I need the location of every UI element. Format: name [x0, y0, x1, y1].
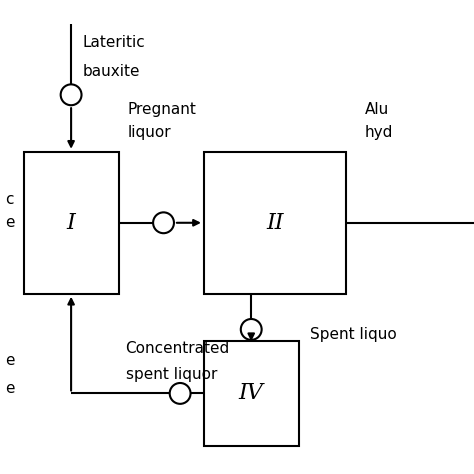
- Text: c: c: [5, 191, 13, 207]
- Bar: [24, 152, 119, 294]
- Text: spent liquor: spent liquor: [126, 367, 217, 382]
- Text: Lateritic: Lateritic: [83, 35, 146, 50]
- Text: hyd: hyd: [365, 125, 393, 140]
- Text: e: e: [5, 215, 14, 230]
- Text: Concentrated: Concentrated: [126, 341, 230, 356]
- Text: II: II: [266, 212, 283, 234]
- Circle shape: [61, 84, 82, 105]
- Text: e: e: [5, 381, 14, 396]
- Text: IV: IV: [239, 383, 264, 404]
- Text: liquor: liquor: [128, 125, 172, 140]
- Text: Pregnant: Pregnant: [128, 101, 197, 117]
- Bar: [204, 341, 299, 446]
- Circle shape: [153, 212, 174, 233]
- Text: Alu: Alu: [365, 101, 389, 117]
- Text: I: I: [67, 212, 75, 234]
- Circle shape: [170, 383, 191, 404]
- Text: bauxite: bauxite: [83, 64, 140, 79]
- Bar: [204, 152, 346, 294]
- Circle shape: [241, 319, 262, 340]
- Text: Spent liquo: Spent liquo: [310, 327, 397, 342]
- Text: e: e: [5, 353, 14, 368]
